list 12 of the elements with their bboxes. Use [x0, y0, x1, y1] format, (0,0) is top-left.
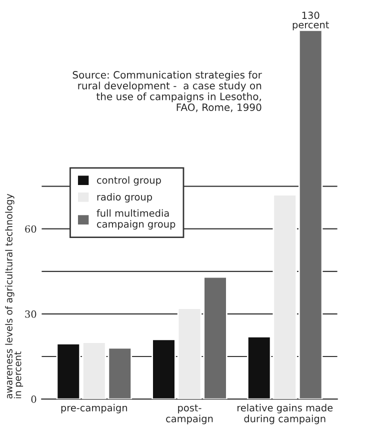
x-tick-label: pre-campaign: [61, 404, 127, 414]
annotation: Source: Communication strategies for rural development - a case study on the use of campaigns in Lesotho, FAO, Rome, 1990: [72, 70, 262, 112]
legend-label: full multimedia campaign group: [96, 209, 176, 230]
legend-label: radio group: [97, 193, 152, 202]
y-tick-label: 0: [31, 396, 36, 403]
y-axis-title: awareness levels of agricultural technology in percent: [5, 194, 24, 398]
legend-label: control group: [96, 176, 161, 186]
y-tick-label: 30: [25, 310, 36, 318]
x-tick-label: relative gains made during campaign: [238, 404, 333, 424]
data-label: 130 percent: [292, 12, 329, 30]
y-tick-label: 60: [25, 225, 36, 233]
x-tick-label: post- campaign: [166, 404, 213, 424]
